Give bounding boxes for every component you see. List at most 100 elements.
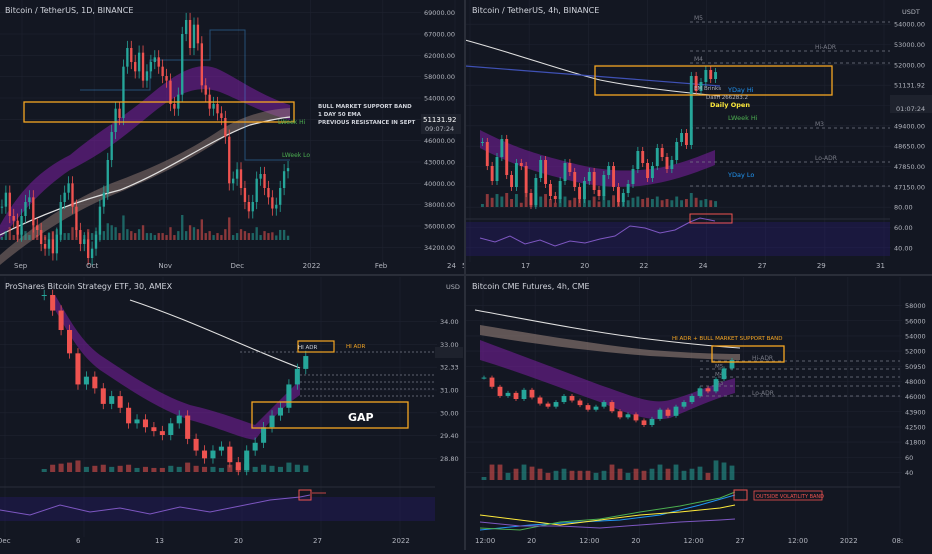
volume-bar	[286, 462, 292, 472]
adr-step-line	[80, 29, 290, 161]
volume-bar	[521, 464, 527, 480]
candle-body	[500, 139, 504, 157]
label-hi-adr-inline: HI ADR	[298, 345, 318, 351]
level-m3: M3	[715, 381, 724, 387]
time-tick-label: Feb	[375, 262, 388, 270]
time-tick-label: 17	[521, 262, 530, 270]
volume-bar	[157, 233, 160, 240]
candle-body	[545, 403, 551, 407]
candle-body	[704, 70, 708, 82]
price-tick-label: 40	[905, 469, 913, 477]
candle-body	[261, 427, 267, 443]
volume-bar	[90, 233, 94, 240]
overbought-marker	[298, 489, 312, 501]
volume-bar	[626, 200, 630, 207]
candle-body	[228, 136, 231, 184]
volume-bar	[529, 199, 533, 207]
candle-body	[641, 151, 645, 163]
candle-body	[649, 418, 655, 425]
volume-bar	[55, 229, 58, 240]
price-tick-label: 28.80	[440, 455, 459, 463]
price-tick-label: 31.00	[440, 387, 459, 395]
candle-body	[118, 108, 121, 118]
volume-bar	[204, 233, 207, 240]
volume-bar	[165, 235, 168, 240]
volume-bar	[545, 472, 551, 480]
candle-body	[71, 183, 74, 207]
volume-bar	[699, 200, 703, 207]
candle-body	[196, 24, 200, 44]
candle-body	[521, 389, 527, 399]
candle-body	[593, 406, 599, 410]
candle-body	[98, 206, 102, 235]
volume-bar	[505, 193, 509, 207]
hi-adr-box	[297, 340, 335, 353]
volume-bar	[92, 465, 98, 472]
candle-body	[0, 206, 4, 208]
time-axis[interactable]: Dec 6 13 20 27 2022	[0, 537, 410, 545]
level-m3: M3	[815, 121, 824, 128]
candle-body	[660, 148, 664, 157]
price-axis[interactable]: 58000 56000 54000 52000 50950 48000 46000 43900…	[905, 302, 926, 477]
candle-body	[43, 244, 47, 249]
volume-bar	[75, 460, 81, 472]
candle-body	[563, 163, 567, 181]
volume-bar	[200, 219, 203, 240]
candle-body	[100, 388, 106, 404]
volume-bar	[694, 197, 698, 207]
countdown: 01:07:24	[896, 105, 925, 113]
volume-bar	[243, 231, 247, 240]
candle-body	[106, 160, 109, 193]
candle-body	[8, 192, 11, 216]
volume-bar	[480, 204, 484, 207]
annotation-bull-band: BULL MARKET SUPPORT BAND	[318, 104, 412, 110]
candle-body	[481, 377, 487, 379]
volume-bar	[102, 231, 106, 240]
label-dash: Dash 266283.2	[706, 95, 748, 101]
volume-bar	[558, 196, 562, 207]
annotation-outside-volatility: OUTSIDE VOLATILITY BAND	[756, 494, 824, 500]
candle-body	[286, 384, 292, 408]
volume-bar	[577, 470, 583, 480]
price-tick-label: 54000	[905, 332, 926, 340]
price-tick-label: 56000	[905, 317, 926, 325]
volume-bar	[94, 231, 98, 240]
candle-body	[697, 388, 703, 396]
candle-body	[184, 20, 188, 34]
time-axis[interactable]: Sep Oct Nov Dec 2022 Feb 24	[14, 262, 456, 270]
volume-bar	[602, 195, 606, 207]
volume-bar	[649, 468, 655, 480]
price-tick-label: 34.00	[440, 318, 459, 326]
oscillator-line-blue	[479, 494, 736, 531]
candle-body	[247, 202, 251, 212]
oscillator-line-green	[479, 491, 736, 531]
price-candles	[480, 65, 718, 210]
candle-body	[582, 181, 586, 199]
panel-bito-30: HI ADR HI ADR GAP ProShares Bitcoin Stra…	[0, 277, 463, 545]
volume-bar	[631, 197, 635, 207]
volume-bar	[704, 199, 708, 207]
volume-bar	[202, 466, 208, 472]
candle-body	[126, 407, 132, 424]
volume-bar	[41, 469, 47, 472]
volume-bar	[118, 233, 121, 240]
ema-line	[0, 116, 291, 236]
volume-bar	[500, 196, 504, 207]
volume-bar	[110, 225, 113, 240]
volume-bar	[79, 231, 82, 240]
volume-bar	[534, 193, 538, 207]
time-tick-label: 2022	[392, 537, 410, 545]
candle-body	[729, 360, 735, 369]
candle-body	[548, 184, 552, 196]
time-axis[interactable]: 12:00 20 12:00 20 12:00 27 12:00 2022 08:	[475, 537, 903, 545]
volume-bar	[220, 235, 223, 240]
volume-bar	[497, 464, 503, 480]
time-tick-label: 27	[758, 262, 767, 270]
volume-bar	[513, 468, 519, 480]
volume-bar	[582, 196, 586, 207]
oscillator-line-yellow	[479, 504, 736, 526]
candle-body	[553, 196, 557, 199]
volume-bar	[232, 235, 235, 240]
volume-bar	[665, 468, 671, 480]
volume-bar	[675, 196, 679, 207]
